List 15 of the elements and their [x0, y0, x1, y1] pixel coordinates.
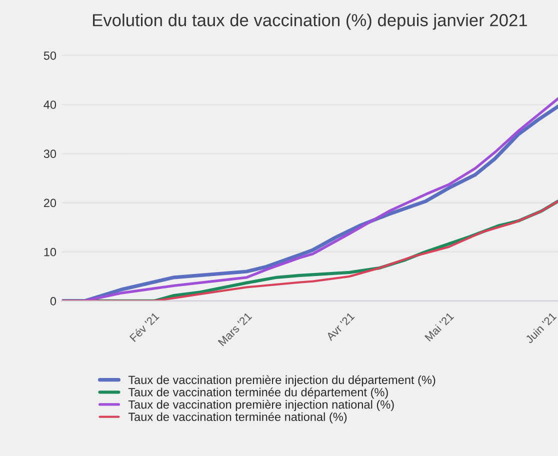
- chart-title: Evolution du taux de vaccination (%) depuis janvier 2021: [93, 14, 527, 30]
- y-tick-label: 30: [44, 150, 56, 158]
- x-tick-label: Fév '21: [129, 312, 160, 342]
- y-tick-label: 0: [50, 296, 56, 306]
- y-tick-label: 10: [44, 248, 56, 256]
- x-tick-label: Mai '21: [424, 312, 454, 342]
- y-tick-label: 40: [44, 100, 56, 109]
- legend-label: Taux de vaccination terminée du département (%): [128, 388, 388, 399]
- legend-label: Taux de vaccination première injection du département (%): [128, 375, 436, 386]
- legend-label: Taux de vaccination première injection national (%): [128, 400, 394, 412]
- legend-label: Taux de vaccination terminée national (%): [128, 412, 347, 424]
- y-tick-label: 50: [44, 51, 56, 60]
- x-tick-label: Juin '21: [524, 312, 557, 344]
- x-tick-label: Avr '21: [326, 312, 355, 342]
- y-tick-label: 20: [44, 198, 56, 208]
